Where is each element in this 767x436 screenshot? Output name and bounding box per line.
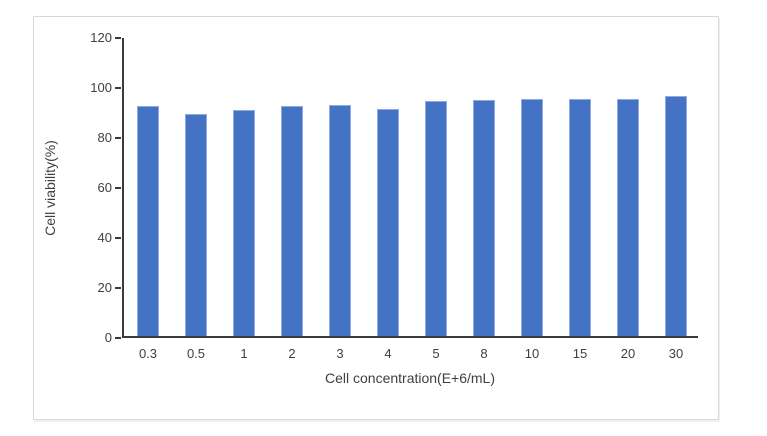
y-tick-label: 120 [90, 30, 112, 45]
bar [233, 109, 255, 336]
x-tick-label: 20 [620, 346, 636, 361]
x-tick-label: 1 [240, 346, 248, 361]
y-tick-label: 0 [104, 330, 112, 345]
x-tick-label: 5 [432, 346, 440, 361]
y-tick-label: 100 [90, 80, 112, 95]
y-tick-label: 20 [97, 280, 112, 295]
chart-frame: Cell viability(%) 0 20 40 60 80 100 120 0.3 0.5 1… [33, 16, 719, 420]
y-tick-mark [115, 37, 121, 39]
bar [281, 106, 303, 336]
y-tick-label: 40 [97, 230, 112, 245]
y-tick-mark [115, 287, 121, 289]
y-tick-label: 80 [97, 130, 112, 145]
bar [665, 96, 687, 336]
y-tick-label: 60 [97, 180, 112, 195]
bar [473, 99, 495, 336]
x-tick-label: 3 [336, 346, 344, 361]
y-tick-mark [115, 337, 121, 339]
bar [521, 98, 543, 336]
x-tick-label: 30 [668, 346, 684, 361]
x-tick-label: 0.3 [138, 346, 158, 361]
bar [617, 98, 639, 336]
x-tick-label: 4 [384, 346, 392, 361]
y-axis-title: Cell viability(%) [42, 140, 58, 236]
x-tick-label: 10 [524, 346, 540, 361]
y-tick-mark [115, 187, 121, 189]
bar [377, 108, 399, 336]
y-tick-mark [115, 87, 121, 89]
x-tick-label: 15 [572, 346, 588, 361]
bar [329, 104, 351, 336]
plot-area: 0 20 40 60 80 100 120 0.3 0.5 1 2 3 4 5 8 10 15 20 30 [90, 31, 698, 361]
bar [425, 101, 447, 336]
bar [185, 113, 207, 336]
x-tick-label: 2 [288, 346, 296, 361]
y-tick-mark [115, 137, 121, 139]
x-tick-label: 0.5 [186, 346, 206, 361]
x-tick-label: 8 [480, 346, 488, 361]
y-tick-mark [115, 237, 121, 239]
x-axis-title: Cell concentration(E+6/mL) [324, 370, 496, 386]
bar [569, 98, 591, 336]
bar [137, 106, 159, 336]
